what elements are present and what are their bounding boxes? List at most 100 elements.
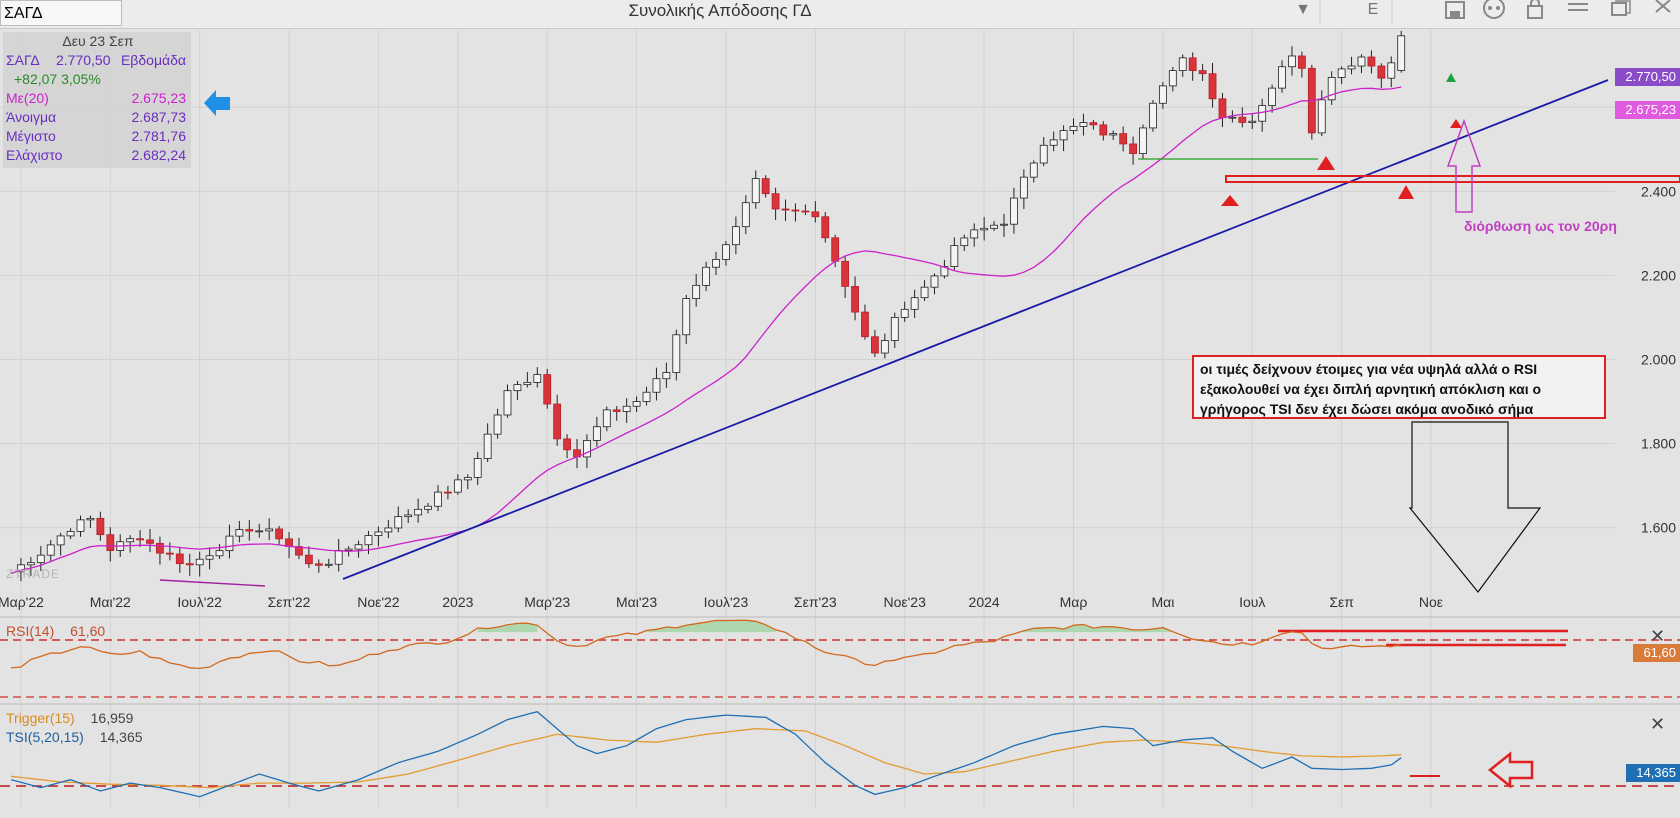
x-tick-label: Ιουλ bbox=[1239, 594, 1265, 610]
candle bbox=[1317, 90, 1326, 137]
candle bbox=[920, 280, 929, 302]
candle bbox=[1218, 92, 1227, 128]
x-tick-label: 2024 bbox=[969, 594, 1000, 610]
grid bbox=[0, 30, 1615, 808]
tsi-close-icon[interactable]: ✕ bbox=[1650, 714, 1666, 734]
close-icon[interactable] bbox=[1655, 0, 1671, 13]
watermark: ΖTRADE bbox=[6, 567, 60, 581]
candle bbox=[1298, 51, 1306, 78]
candle bbox=[1198, 63, 1207, 81]
candle bbox=[513, 380, 522, 400]
candle bbox=[156, 536, 164, 565]
info-low-value: 2.682,24 bbox=[131, 147, 187, 163]
tsi-label: TSI(5,20,15) bbox=[6, 729, 84, 745]
candle bbox=[1119, 126, 1128, 152]
annotation-box: οι τιμές δείχνουν έτοιμες για νέα υψηλά … bbox=[1192, 355, 1606, 419]
candle bbox=[841, 255, 850, 298]
candle bbox=[205, 547, 214, 570]
lock-icon[interactable] bbox=[1527, 0, 1543, 19]
rsi-levels bbox=[0, 629, 1680, 698]
candle bbox=[314, 559, 323, 573]
x-tick-label: Μαι'22 bbox=[90, 594, 131, 610]
trigger-label-row: Trigger(15) 16,959 bbox=[6, 709, 133, 727]
lower-trend-line bbox=[159, 579, 266, 587]
info-last: 2.770,50 bbox=[56, 52, 111, 68]
candle bbox=[334, 538, 343, 572]
rsi-label-row: RSI(14) 61,60 bbox=[6, 622, 105, 640]
candle bbox=[185, 553, 194, 576]
symbol-input[interactable]: ΣΑΓΔ bbox=[0, 0, 122, 26]
candle bbox=[692, 273, 701, 307]
info-low-row: Ελάχιστο 2.682,24 bbox=[6, 146, 190, 165]
e-button[interactable]: Ε bbox=[1367, 1, 1379, 18]
tsi-line bbox=[10, 710, 1402, 798]
candle bbox=[930, 273, 939, 295]
x-tick-label: Νοε'22 bbox=[357, 594, 400, 610]
candle bbox=[1337, 66, 1346, 85]
candle bbox=[146, 528, 154, 553]
candle bbox=[1149, 99, 1157, 132]
candle bbox=[583, 434, 591, 469]
menu-icon[interactable] bbox=[1568, 3, 1588, 11]
candle bbox=[255, 523, 264, 538]
tsi-value-tag: 14,365 bbox=[1626, 764, 1680, 782]
candle bbox=[712, 251, 720, 276]
candle bbox=[910, 289, 919, 318]
candle bbox=[324, 558, 333, 569]
candle bbox=[1059, 125, 1068, 152]
candle bbox=[354, 540, 363, 558]
candle bbox=[1188, 52, 1197, 81]
info-high-value: 2.781,76 bbox=[131, 128, 187, 144]
candle bbox=[871, 329, 879, 358]
candle bbox=[503, 384, 512, 418]
annotation-line-1: οι τιμές δείχνουν έτοιμες για νέα υψηλά … bbox=[1200, 361, 1538, 377]
candle bbox=[751, 170, 760, 209]
x-tick-label: Ιουλ'23 bbox=[704, 594, 749, 610]
candle bbox=[434, 485, 442, 512]
candle bbox=[1000, 213, 1008, 237]
markers bbox=[1221, 73, 1462, 206]
candle bbox=[1099, 121, 1108, 141]
candle bbox=[1307, 64, 1316, 140]
rsi-fill-area bbox=[477, 623, 538, 633]
correction-arrow bbox=[1446, 118, 1482, 213]
candle bbox=[722, 241, 730, 266]
info-ma-row: Με(20) 2.675,23 bbox=[6, 89, 190, 108]
quote-icon[interactable] bbox=[1483, 0, 1505, 19]
candle bbox=[1278, 60, 1286, 93]
candle bbox=[1019, 169, 1028, 210]
candle bbox=[791, 203, 800, 222]
candle bbox=[741, 195, 750, 235]
candle bbox=[950, 237, 959, 271]
candle bbox=[642, 386, 651, 406]
chevron-down-icon[interactable]: ▼ bbox=[1295, 1, 1311, 18]
rsi-line bbox=[10, 619, 1402, 670]
candle bbox=[702, 261, 710, 292]
candle bbox=[165, 542, 174, 561]
x-tick-label: Μαρ'23 bbox=[524, 594, 570, 610]
annotation-line-2: εξακολουθεί να έχει διπλή αρνητική απόκλ… bbox=[1200, 381, 1542, 397]
candle bbox=[1029, 160, 1038, 183]
candle bbox=[1367, 50, 1376, 74]
candle bbox=[1268, 84, 1277, 113]
candle bbox=[1387, 56, 1396, 88]
candle bbox=[295, 537, 303, 560]
rsi-fill-area bbox=[646, 620, 776, 633]
candle bbox=[612, 406, 621, 421]
toolbar-icons bbox=[1319, 0, 1671, 24]
candle bbox=[76, 515, 85, 537]
candle bbox=[195, 551, 204, 577]
x-tick-label: Σεπ'22 bbox=[268, 594, 311, 610]
y-tick-label: 1.600 bbox=[1641, 520, 1676, 536]
candle bbox=[1079, 113, 1088, 136]
candle bbox=[453, 474, 462, 495]
candle bbox=[622, 398, 631, 423]
window-icon[interactable] bbox=[1611, 0, 1631, 16]
title-bar: ΣΑΓΔ Συνολικής Απόδοσης ΓΔ ▼ Ε bbox=[0, 0, 1680, 29]
chart-title: Συνολικής Απόδοσης ΓΔ bbox=[628, 1, 812, 20]
candle bbox=[851, 276, 859, 321]
save-icon[interactable] bbox=[1445, 1, 1465, 19]
rsi-close-icon[interactable]: ✕ bbox=[1650, 626, 1666, 646]
candle bbox=[682, 294, 691, 344]
